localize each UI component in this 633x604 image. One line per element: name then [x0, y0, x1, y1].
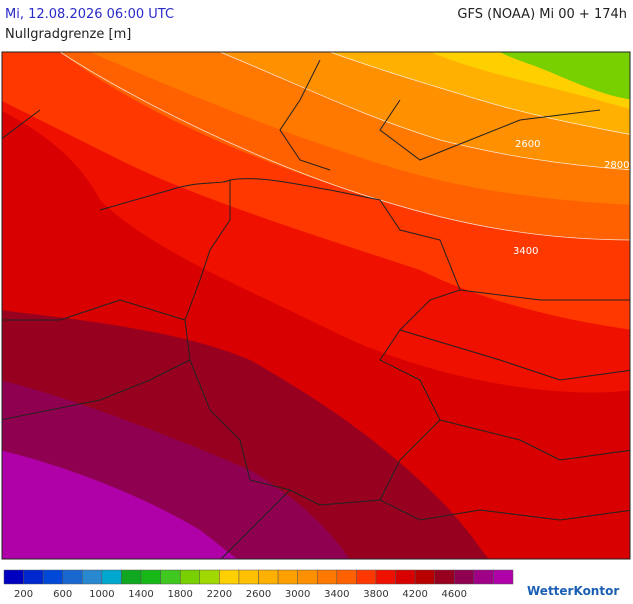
contour [329, 52, 630, 135]
legend-label: 600 [53, 589, 72, 600]
legend-swatch [140, 569, 161, 585]
legend-swatch [434, 569, 455, 585]
band [500, 52, 630, 100]
contour [219, 52, 630, 171]
legend-swatch [297, 569, 318, 585]
parameter: Nullgradgrenze [m] [5, 27, 131, 42]
legend-label: 4600 [442, 589, 467, 600]
legend-swatch [493, 569, 514, 585]
legend-swatch [199, 569, 220, 585]
legend-label: 3000 [285, 589, 310, 600]
border [2, 59, 630, 559]
map-frame [1, 51, 631, 560]
border [184, 178, 461, 506]
legend-label: 1000 [89, 589, 114, 600]
legend-label: 3800 [363, 589, 388, 600]
legend-swatch [316, 569, 338, 585]
legend-label: 3400 [324, 589, 349, 600]
legend-swatch [179, 569, 201, 585]
legend-swatch [356, 569, 377, 585]
legend-swatch [62, 569, 83, 585]
legend-label: 1800 [167, 589, 192, 600]
legend-swatch [219, 569, 240, 585]
contour-label: 2600 [515, 139, 540, 150]
legend-swatch [336, 569, 357, 585]
legend-swatch [3, 569, 24, 585]
legend-swatch [454, 569, 475, 585]
model: GFS (NOAA) Mi 00 + 174h [457, 7, 627, 22]
contour-label: 3400 [513, 246, 538, 257]
legend-swatch [414, 569, 435, 585]
legend-swatch [473, 569, 494, 585]
legend-label: 2600 [246, 589, 271, 600]
legend: 200 600 1000 1400 1800 2200 2600 3000 3400 3800 42… [3, 569, 514, 600]
legend-swatch [101, 569, 122, 585]
band [2, 450, 239, 559]
legend-swatch [238, 569, 259, 585]
legend-swatch [121, 569, 142, 585]
legend-swatch [23, 569, 44, 585]
legend-swatch [160, 569, 181, 585]
legend-swatch [258, 569, 279, 585]
map: 2600 2800 3400 [1, 51, 631, 560]
contour-label: 2800 [604, 160, 629, 171]
legend-swatch [42, 569, 63, 585]
legend-label: 4200 [402, 589, 427, 600]
legend-swatch [82, 569, 103, 585]
logo: WetterKontor [527, 584, 619, 598]
date: Mi, 12.08.2026 06:00 UTC [5, 7, 174, 22]
legend-swatch [375, 569, 396, 585]
legend-swatch [277, 569, 298, 585]
legend-label: 2200 [207, 589, 232, 600]
legend-label: 200 [14, 589, 33, 600]
legend-swatch [395, 569, 416, 585]
legend-label: 1400 [128, 589, 153, 600]
